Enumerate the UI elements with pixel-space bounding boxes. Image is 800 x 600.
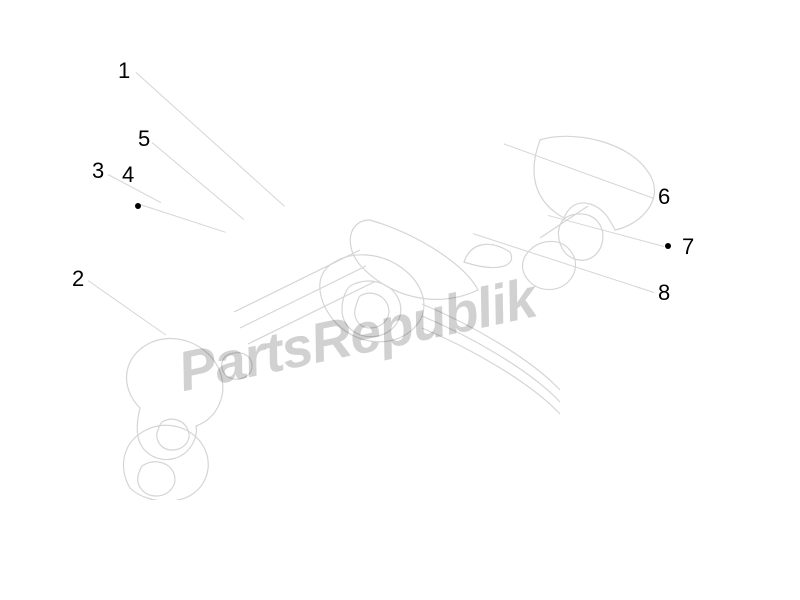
label-6: 6 — [658, 184, 670, 210]
label-1: 1 — [118, 58, 130, 84]
label-8: 8 — [658, 280, 670, 306]
label-4: 4 — [122, 162, 134, 188]
diagram-stage: { "labels": [ { "id": "label-1", "text":… — [0, 0, 800, 600]
label-3: 3 — [92, 158, 104, 184]
exploded-view-art — [70, 100, 710, 500]
dot-7 — [665, 243, 671, 249]
label-5: 5 — [138, 126, 150, 152]
label-2: 2 — [72, 266, 84, 292]
dot-4 — [135, 203, 141, 209]
label-7: 7 — [682, 234, 694, 260]
